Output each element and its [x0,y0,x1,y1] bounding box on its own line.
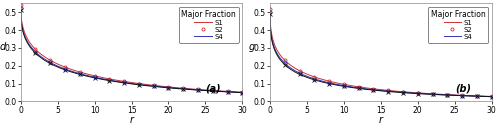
X-axis label: r: r [130,115,134,125]
Text: (a): (a) [206,84,222,94]
Text: (b): (b) [455,84,471,94]
X-axis label: r: r [379,115,383,125]
Legend: S1, S2, S4: S1, S2, S4 [178,7,239,43]
Y-axis label: g: g [249,42,256,52]
Legend: S1, S2, S4: S1, S2, S4 [428,7,488,43]
Y-axis label: d: d [0,42,6,52]
